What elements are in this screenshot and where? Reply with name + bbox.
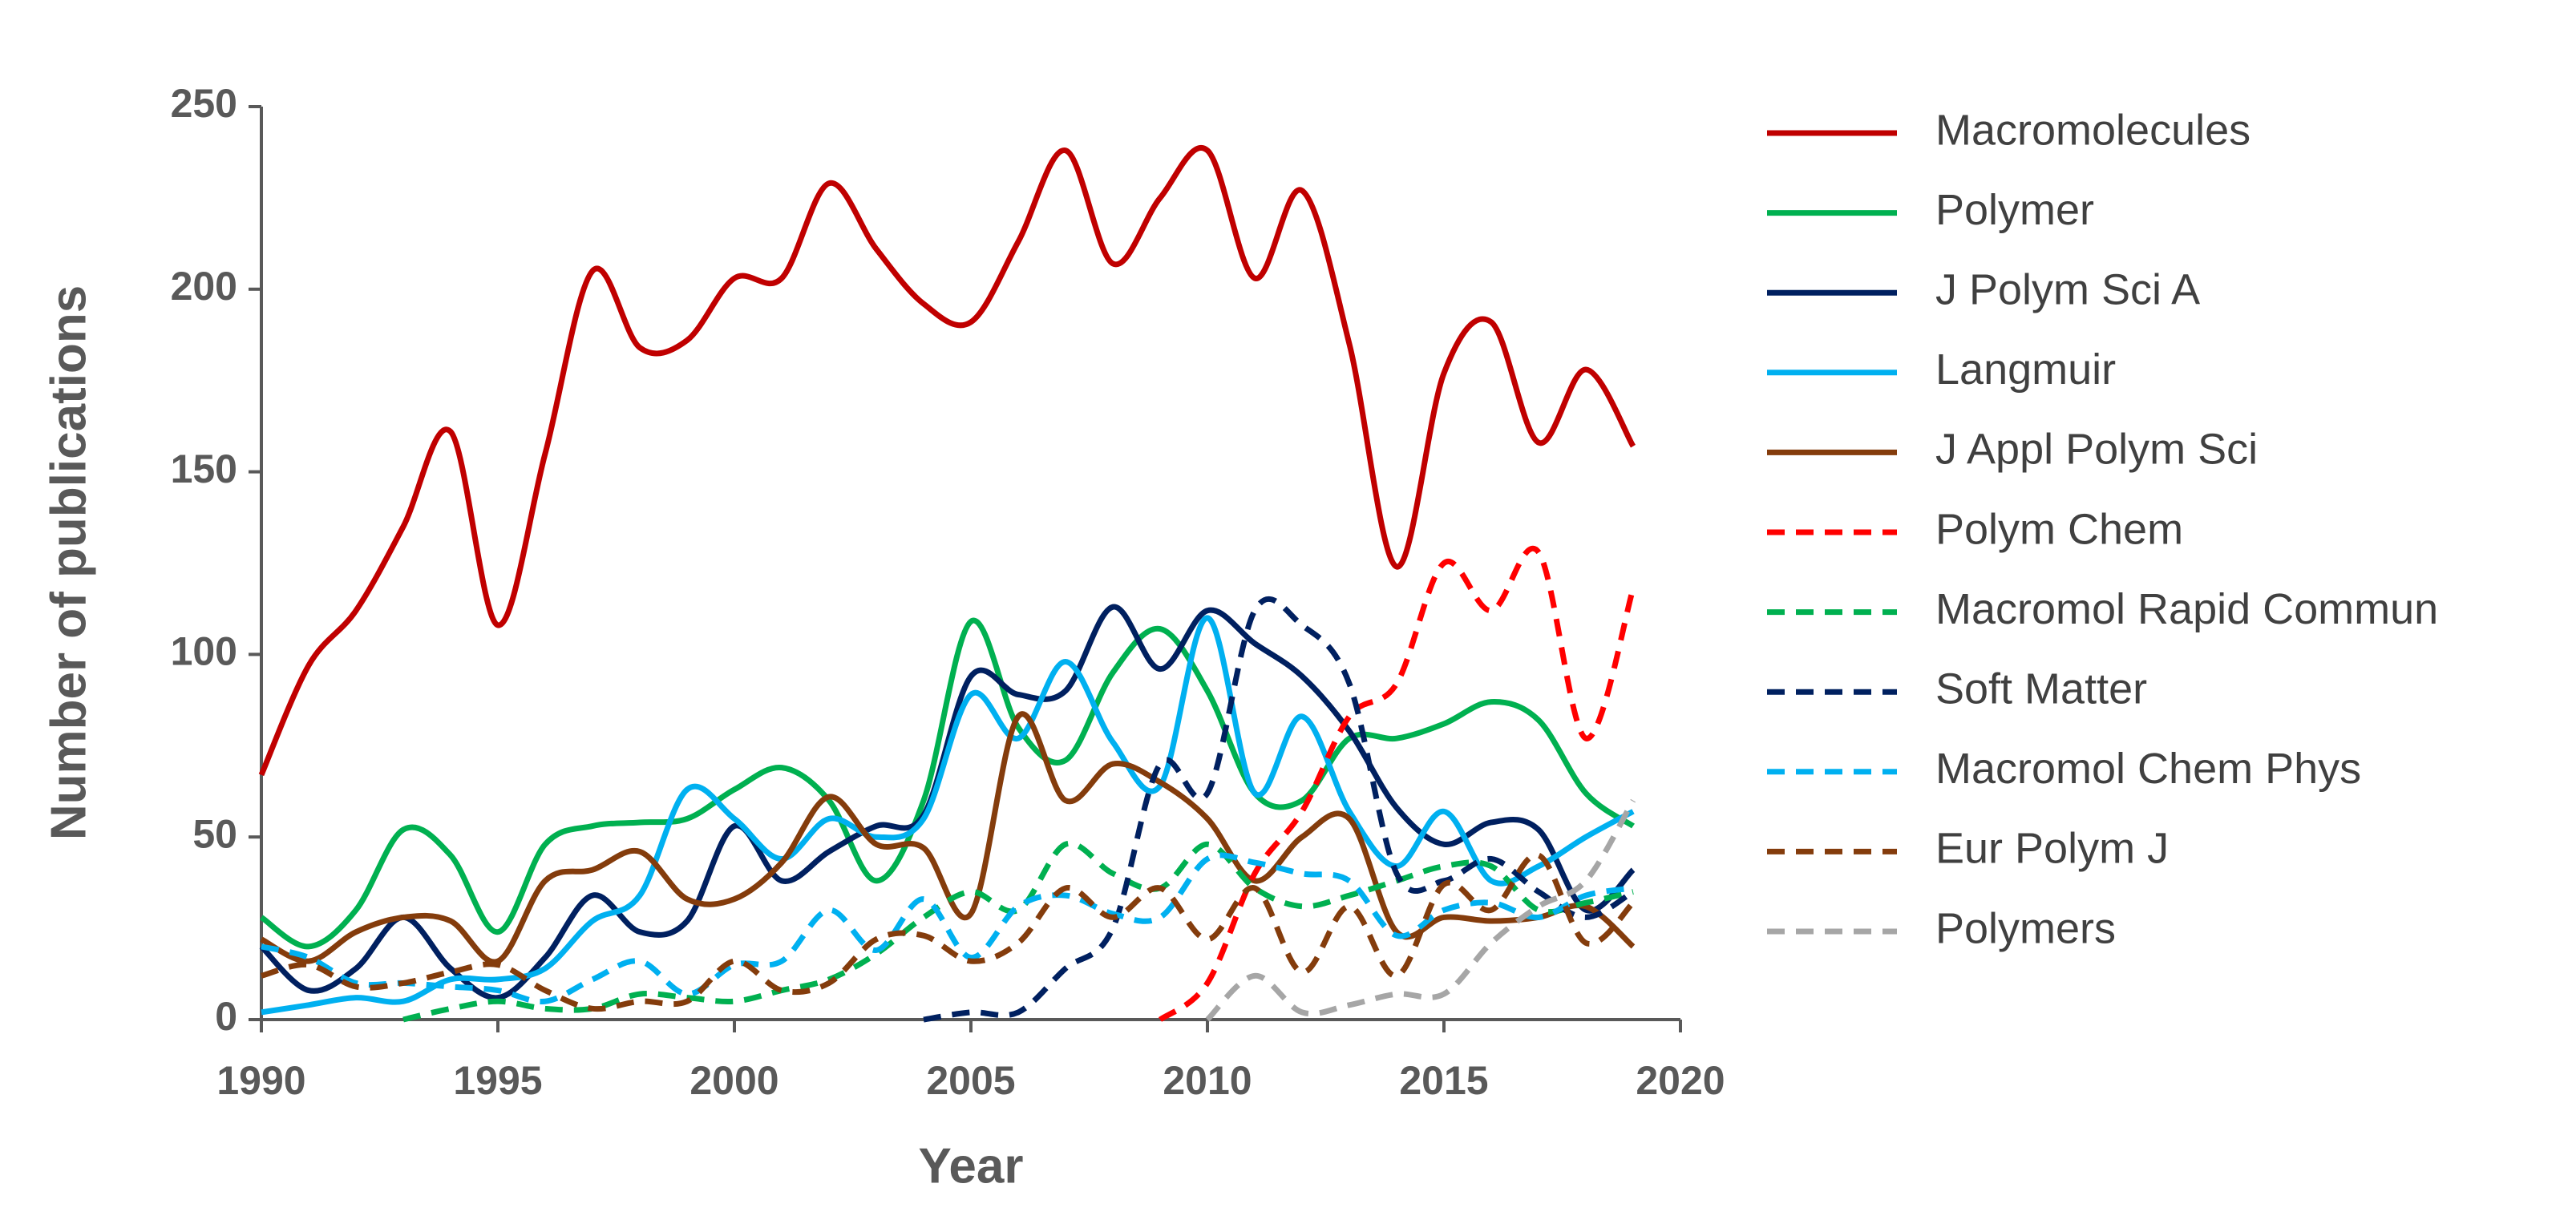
x-axis-title: Year [918,1138,1023,1194]
x-tick-label: 2020 [1636,1058,1725,1103]
x-tick-label: 1995 [453,1058,542,1103]
legend-label: Polym Chem [1935,505,2183,553]
series-line [402,840,1634,1023]
series-line [259,604,1636,1001]
legend-label: J Polym Sci A [1935,265,2200,313]
legend-label: Eur Polym J [1935,825,2169,873]
legend-label: Polymers [1935,904,2116,952]
legend-label: Polymer [1935,186,2094,234]
series-line [260,711,1636,965]
y-tick-label: 50 [192,811,237,856]
x-tick-label: 2005 [926,1058,1015,1103]
series-line [1158,546,1636,1022]
x-tick-label: 2010 [1163,1058,1252,1103]
x-tick-label: 1990 [216,1058,305,1103]
legend-label: Macromol Rapid Commun [1935,585,2438,633]
series-line [261,852,1634,1004]
series-line [258,145,1636,777]
y-tick-label: 150 [171,446,237,491]
legend-label: Macromolecules [1935,106,2250,154]
y-tick-label: 100 [171,629,237,674]
series-line [259,617,1635,950]
series-line [1205,798,1636,1022]
y-tick-label: 200 [171,264,237,309]
y-tick-label: 250 [171,81,237,126]
series-line [923,596,1635,1023]
legend-label: Langmuir [1935,345,2116,394]
legend-label: J Appl Polym Sci [1935,426,2258,474]
y-tick-label: 0 [215,994,237,1039]
y-axis-title: Number of publications [41,285,96,840]
legend-label: Macromol Chem Phys [1935,745,2361,793]
x-tick-label: 2015 [1399,1058,1488,1103]
legend-label: Soft Matter [1935,665,2147,713]
series-line [261,615,1635,1016]
x-tick-label: 2000 [689,1058,778,1103]
series-line [261,852,1636,1012]
